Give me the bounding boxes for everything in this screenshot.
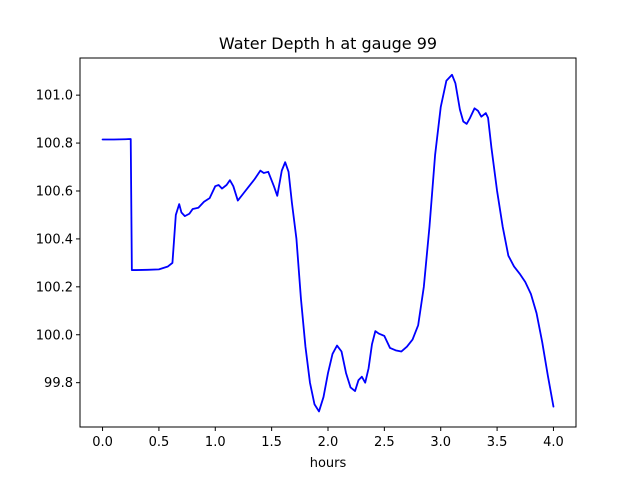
x-tick-label: 4.0	[543, 435, 564, 450]
x-tick-label: 2.5	[374, 435, 395, 450]
y-tick-label: 101.0	[36, 89, 73, 104]
y-tick-label: 100.0	[36, 328, 73, 343]
axes-frame	[79, 57, 577, 428]
x-tick-label: 3.0	[430, 435, 451, 450]
x-axis-label: hours	[310, 456, 347, 471]
y-tick-label: 100.6	[36, 184, 73, 199]
x-tick-label: 2.0	[318, 435, 339, 450]
x-tick-label: 0.0	[92, 435, 113, 450]
y-tick-label: 100.8	[36, 137, 73, 152]
y-tick-label: 99.8	[44, 376, 73, 391]
x-tick-label: 3.5	[487, 435, 508, 450]
x-tick-label: 1.5	[261, 435, 282, 450]
series-line	[101, 73, 555, 413]
y-tick-label: 100.2	[36, 280, 73, 295]
plot-area	[101, 73, 555, 413]
x-tick-label: 0.5	[149, 435, 170, 450]
chart-title: Water Depth h at gauge 99	[219, 34, 437, 53]
y-tick-label: 100.4	[36, 232, 73, 247]
axis-ticks: 0.0 0.5 1.0 1.5 2.0 2.5 3.0 3.5 4.0 99.8 100.0 100.…	[36, 89, 564, 450]
x-tick-label: 1.0	[205, 435, 226, 450]
